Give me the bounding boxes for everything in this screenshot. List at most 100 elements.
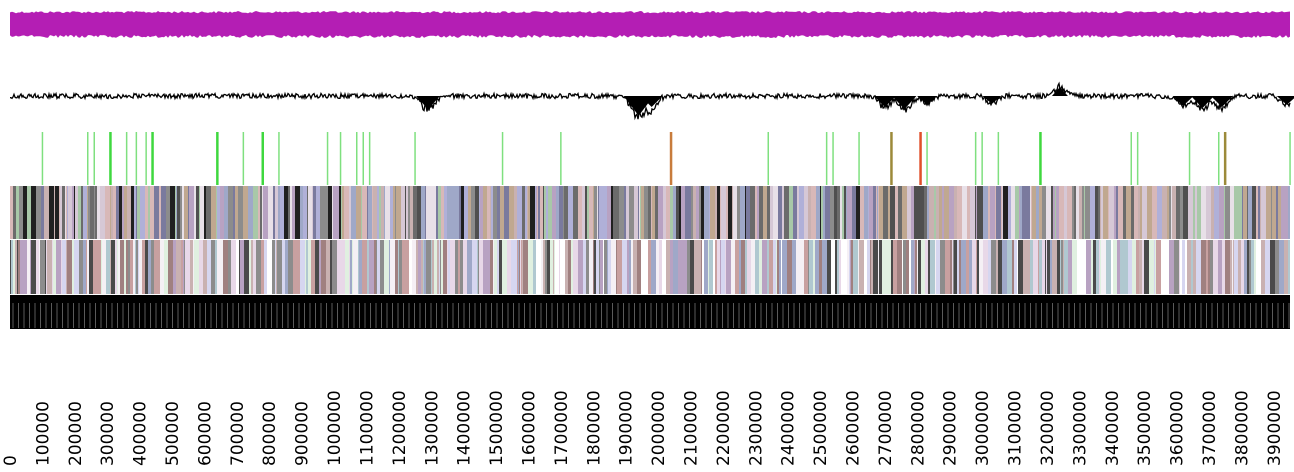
reverse-gene-stripe xyxy=(747,240,751,294)
forward-gene-stripe xyxy=(914,186,919,239)
reverse-gene-stripe xyxy=(285,240,288,294)
forward-gene-stripe xyxy=(134,186,136,239)
reverse-gene-stripe xyxy=(10,240,11,294)
forward-gene-stripe xyxy=(1067,186,1072,239)
reverse-gene-stripe xyxy=(183,240,184,294)
gc-dip xyxy=(1191,96,1215,109)
forward-gene-stripe xyxy=(431,186,436,239)
reverse-gene-stripe xyxy=(897,240,902,294)
reverse-gene-stripe xyxy=(1038,240,1039,294)
forward-gene-stripe xyxy=(332,186,333,239)
reverse-gene-stripe xyxy=(416,240,418,294)
reverse-gene-stripe xyxy=(133,240,134,294)
reverse-gene-stripe xyxy=(741,240,745,294)
reverse-gene-stripe xyxy=(275,240,276,294)
forward-gene-stripe xyxy=(658,186,662,239)
forward-gene-stripe xyxy=(1032,186,1036,239)
reverse-gene-stripe xyxy=(690,240,694,294)
gc-dip xyxy=(873,96,896,107)
forward-gene-stripe xyxy=(673,186,676,239)
forward-gene-stripe xyxy=(840,186,842,239)
forward-gene-stripe xyxy=(607,186,611,239)
reverse-gene-stripe xyxy=(154,240,157,294)
reverse-gene-stripe xyxy=(1156,240,1161,294)
forward-gene-stripe xyxy=(166,186,170,239)
reverse-gene-stripe xyxy=(1270,240,1275,294)
reverse-gene-stripe xyxy=(1113,240,1117,294)
axis-tick-label: 300000 xyxy=(98,401,118,466)
reverse-gene-stripe xyxy=(617,240,622,294)
reverse-gene-stripe xyxy=(1206,240,1208,294)
forward-gene-stripe xyxy=(273,186,275,239)
forward-gene-stripe xyxy=(16,186,19,239)
reverse-gene-stripe xyxy=(801,240,804,294)
reverse-gene-stripe xyxy=(190,240,191,294)
forward-gene-stripe xyxy=(455,186,459,239)
forward-gene-stripe xyxy=(770,186,773,239)
reverse-gene-stripe xyxy=(1193,240,1196,294)
axis-tick-label: 900000 xyxy=(293,401,313,466)
reverse-gene-stripe xyxy=(340,240,345,294)
reverse-gene-stripe xyxy=(870,240,871,294)
forward-gene-stripe xyxy=(320,186,323,239)
reverse-gene-stripe xyxy=(46,240,47,294)
forward-gene-stripe xyxy=(745,186,746,239)
reverse-gene-stripe xyxy=(293,240,296,294)
forward-gene-stripe xyxy=(543,186,544,239)
forward-gene-stripe xyxy=(821,186,823,239)
forward-gene-stripe xyxy=(556,186,559,239)
reverse-gene-stripe xyxy=(1182,240,1185,294)
forward-gene-stripe xyxy=(888,186,890,239)
forward-gene-stripe xyxy=(983,186,988,239)
reverse-gene-stripe xyxy=(1117,240,1120,294)
axis-tick-label: 2300000 xyxy=(746,390,766,466)
forward-gene-stripe xyxy=(1064,186,1067,239)
reverse-gene-stripe xyxy=(616,240,617,294)
forward-gene-stripe xyxy=(41,186,44,239)
reverse-gene-stripe xyxy=(1100,240,1101,294)
reverse-gene-stripe xyxy=(367,240,369,294)
reverse-gene-stripe xyxy=(961,240,966,294)
reverse-gene-stripe xyxy=(1179,240,1180,294)
reverse-gene-stripe xyxy=(1017,240,1018,294)
reverse-gene-stripe xyxy=(494,240,497,294)
forward-gene-stripe xyxy=(679,186,681,239)
reverse-gene-stripe xyxy=(128,240,130,294)
reverse-gene-stripe xyxy=(261,240,263,294)
forward-gene-stripe xyxy=(1214,186,1219,239)
reverse-gene-stripe xyxy=(359,240,362,294)
forward-gene-stripe xyxy=(597,186,598,239)
reverse-gene-stripe xyxy=(611,240,616,294)
axis-tick-label: 1100000 xyxy=(358,390,378,466)
reverse-gene-stripe xyxy=(1039,240,1042,294)
forward-gene-stripe xyxy=(361,186,362,239)
forward-gene-stripe xyxy=(1252,186,1256,239)
reverse-gene-stripe xyxy=(777,240,779,294)
forward-gene-stripe xyxy=(262,186,263,239)
forward-gene-stripe xyxy=(1242,186,1243,239)
forward-gene-stripe xyxy=(487,186,490,239)
forward-gene-stripe xyxy=(68,186,72,239)
reverse-gene-stripe xyxy=(448,240,450,294)
reverse-gene-stripe xyxy=(882,240,886,294)
reverse-gene-stripe xyxy=(779,240,781,294)
reverse-gene-stripe xyxy=(435,240,437,294)
forward-gene-stripe xyxy=(451,186,455,239)
forward-gene-stripe xyxy=(196,186,199,239)
reverse-gene-stripe xyxy=(207,240,211,294)
reverse-gene-stripe xyxy=(643,240,648,294)
reverse-gene-stripe xyxy=(837,240,839,294)
reverse-gene-stripe xyxy=(1120,240,1123,294)
reverse-gene-stripe xyxy=(240,240,244,294)
forward-gene-stripe xyxy=(341,186,342,239)
forward-gene-stripes-track xyxy=(10,186,1290,239)
forward-gene-stripe xyxy=(1219,186,1224,239)
forward-gene-stripe xyxy=(1011,186,1015,239)
reverse-gene-stripe xyxy=(61,240,62,294)
reverse-gene-stripe xyxy=(791,240,792,294)
forward-gene-stripe xyxy=(490,186,491,239)
forward-gene-stripe xyxy=(540,186,543,239)
reverse-gene-stripe xyxy=(523,240,528,294)
reverse-gene-stripe xyxy=(713,240,715,294)
reverse-gene-stripe xyxy=(930,240,935,294)
